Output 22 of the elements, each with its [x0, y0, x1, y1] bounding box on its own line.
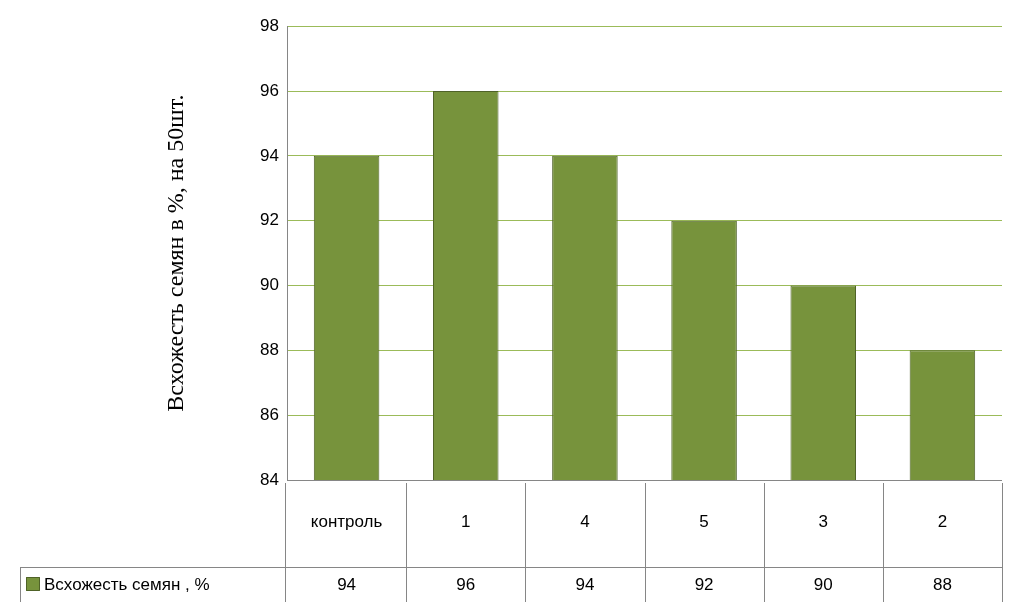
- y-tick-label: 86: [260, 404, 279, 424]
- data-label: 88: [932, 574, 952, 594]
- y-tick-label: 88: [260, 340, 279, 360]
- y-tick-label: 96: [260, 80, 279, 100]
- x-tick-label: 2: [937, 511, 948, 531]
- data-label: 94: [337, 574, 357, 594]
- x-tick-label: 1: [461, 511, 471, 531]
- y-tick-label: 94: [260, 145, 279, 165]
- x-tick-label: 3: [818, 511, 828, 531]
- data-label: 96: [456, 574, 476, 594]
- data-label: 92: [694, 574, 714, 594]
- x-tick-label: контроль: [310, 511, 383, 531]
- x-tick-label: 5: [699, 511, 709, 531]
- y-tick-label: 90: [260, 275, 279, 295]
- y-tick-label: 92: [260, 210, 279, 230]
- x-tick-label: 4: [580, 511, 590, 531]
- y-tick-label: 98: [260, 15, 279, 35]
- y-tick-label: 84: [260, 469, 279, 489]
- data-label: 90: [813, 574, 833, 594]
- legend-label: Всхожесть семян , %: [44, 574, 210, 594]
- data-label: 94: [575, 574, 595, 594]
- y-axis-title: Всхожесть семян в %, на 50шт.: [161, 94, 188, 412]
